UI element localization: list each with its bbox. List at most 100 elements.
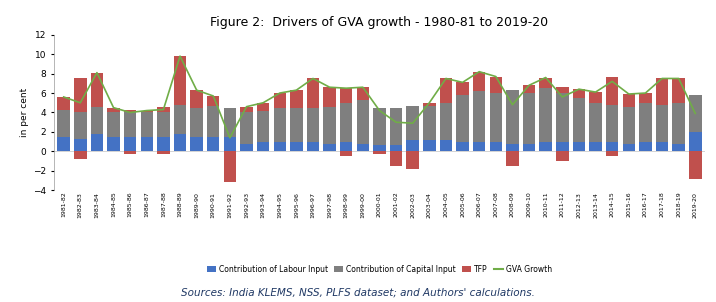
Bar	[274, 142, 286, 151]
Bar	[107, 108, 120, 113]
Bar	[158, 151, 170, 154]
Bar	[573, 98, 585, 142]
GVA Growth	[641, 91, 649, 95]
GVA Growth	[491, 75, 500, 78]
GVA Growth	[76, 101, 84, 104]
Bar	[456, 95, 469, 142]
Bar	[639, 93, 652, 103]
GVA Growth	[110, 106, 118, 109]
Bar	[373, 108, 386, 145]
Bar	[656, 105, 668, 142]
GVA Growth	[591, 90, 600, 94]
Bar	[241, 107, 253, 113]
Bar	[124, 137, 136, 151]
Bar	[324, 87, 336, 107]
GVA Growth	[242, 105, 251, 108]
Bar	[74, 78, 87, 111]
Bar	[74, 151, 87, 159]
GVA Growth	[309, 77, 317, 80]
Bar	[190, 108, 203, 137]
GVA Growth	[193, 88, 201, 92]
Bar	[223, 137, 236, 151]
GVA Growth	[175, 54, 184, 58]
Bar	[174, 134, 186, 151]
Bar	[556, 151, 569, 161]
Bar	[623, 107, 635, 144]
Bar	[306, 108, 319, 142]
GVA Growth	[92, 71, 101, 75]
Bar	[290, 142, 303, 151]
Bar	[340, 142, 352, 151]
Bar	[124, 113, 136, 137]
Bar	[57, 110, 70, 137]
GVA Growth	[392, 120, 400, 124]
Bar	[689, 132, 702, 151]
Bar	[556, 87, 569, 93]
GVA Growth	[674, 77, 683, 80]
Bar	[74, 139, 87, 151]
Bar	[490, 93, 502, 142]
GVA Growth	[408, 121, 417, 125]
Bar	[672, 79, 685, 103]
Bar	[124, 151, 136, 154]
GVA Growth	[209, 94, 218, 98]
GVA Growth	[159, 108, 168, 111]
GVA Growth	[59, 95, 68, 99]
Bar	[107, 137, 120, 151]
Bar	[556, 142, 569, 151]
Bar	[423, 103, 435, 106]
GVA Growth	[276, 91, 284, 95]
Bar	[274, 108, 286, 142]
Bar	[74, 111, 87, 139]
Bar	[207, 96, 220, 106]
Bar	[57, 137, 70, 151]
GVA Growth	[458, 81, 467, 84]
Bar	[506, 90, 518, 144]
Bar	[290, 90, 303, 108]
GVA Growth	[342, 86, 351, 90]
GVA Growth	[608, 80, 616, 83]
Bar	[456, 82, 469, 95]
Bar	[158, 107, 170, 113]
Line: GVA Growth: GVA Growth	[64, 56, 695, 138]
Bar	[523, 85, 536, 93]
Bar	[589, 103, 601, 142]
Bar	[689, 95, 702, 132]
Bar	[573, 142, 585, 151]
Bar	[390, 145, 402, 151]
Bar	[241, 144, 253, 151]
Bar	[440, 103, 453, 140]
Bar	[639, 142, 652, 151]
GVA Growth	[525, 83, 533, 87]
Bar	[257, 103, 269, 111]
Bar	[440, 140, 453, 151]
Bar	[257, 142, 269, 151]
Bar	[407, 140, 419, 151]
Bar	[306, 142, 319, 151]
Bar	[506, 151, 518, 166]
GVA Growth	[126, 111, 135, 114]
Bar	[357, 87, 369, 100]
GVA Growth	[541, 76, 550, 79]
Bar	[140, 111, 153, 113]
Bar	[672, 103, 685, 144]
Bar	[539, 88, 552, 142]
Bar	[91, 107, 103, 134]
Bar	[174, 105, 186, 134]
Bar	[390, 151, 402, 166]
Bar	[473, 142, 485, 151]
Bar	[623, 144, 635, 151]
Bar	[324, 107, 336, 144]
Bar	[241, 113, 253, 144]
Bar	[91, 73, 103, 107]
GVA Growth	[691, 112, 700, 115]
GVA Growth	[575, 87, 584, 91]
Text: Sources: India KLEMS, NSS, PLFS dataset; and Authors' calculations.: Sources: India KLEMS, NSS, PLFS dataset;…	[181, 288, 535, 298]
Bar	[257, 111, 269, 142]
Bar	[407, 151, 419, 169]
Bar	[523, 144, 536, 151]
Bar	[57, 97, 70, 110]
GVA Growth	[508, 103, 517, 107]
Bar	[689, 151, 702, 178]
GVA Growth	[375, 109, 384, 112]
